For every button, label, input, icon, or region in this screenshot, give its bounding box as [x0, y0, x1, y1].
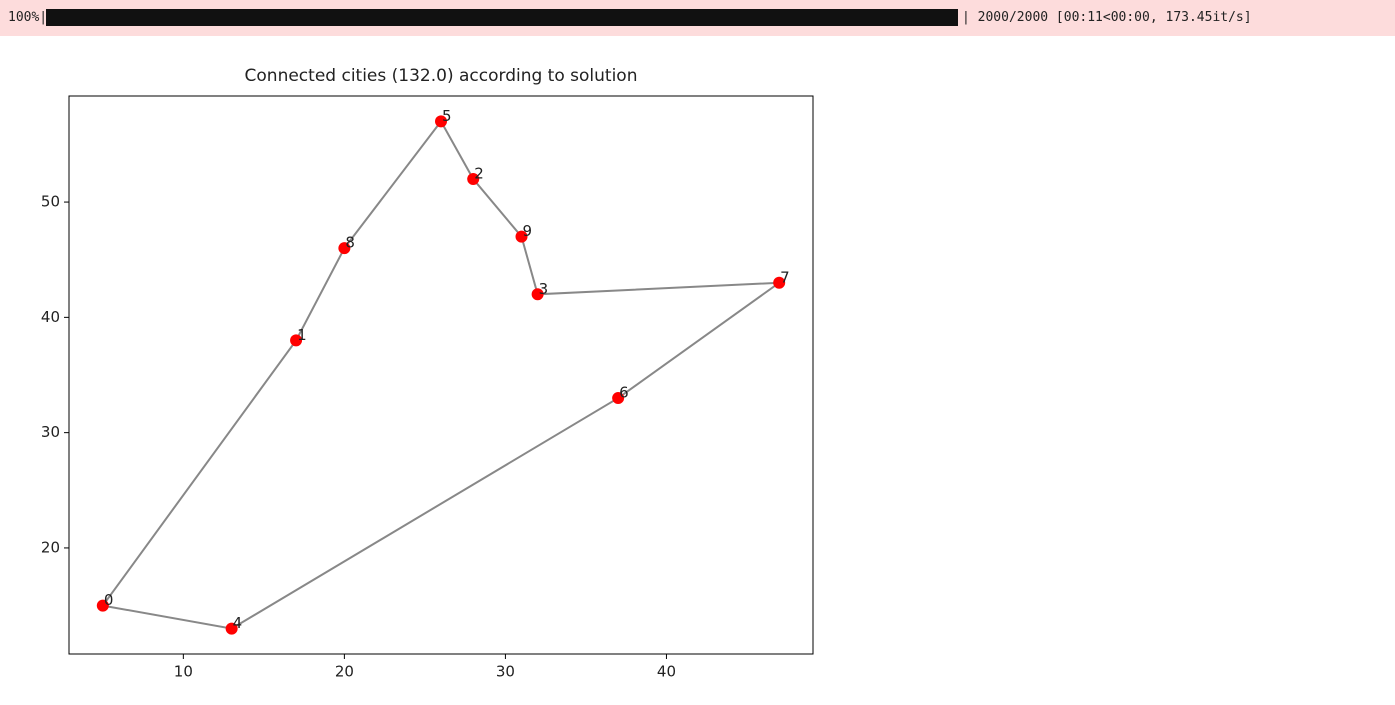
city-point [612, 392, 625, 405]
city-point [773, 276, 786, 289]
city-point [96, 599, 109, 612]
x-tick-label: 20 [335, 663, 354, 681]
y-tick-label: 30 [41, 423, 60, 441]
city-label: 5 [442, 107, 452, 125]
city-label: 2 [474, 165, 484, 183]
y-tick-label: 50 [41, 193, 60, 211]
city-point [338, 242, 351, 255]
city-label: 8 [345, 234, 355, 252]
progress-bar: 100%| | 2000/2000 [00:11<00:00, 173.45it… [0, 0, 1395, 36]
city-point [435, 115, 447, 128]
y-tick-label: 20 [41, 538, 60, 556]
progress-fill [46, 9, 958, 26]
city-label: 4 [233, 614, 243, 632]
y-tick-label: 40 [41, 308, 60, 326]
x-tick-label: 10 [174, 663, 193, 681]
x-tick-label: 40 [657, 663, 676, 681]
progress-status: | 2000/2000 [00:11<00:00, 173.45it/s] [962, 10, 1252, 25]
city-label: 7 [780, 268, 790, 286]
city-label: 9 [523, 222, 533, 240]
city-point [225, 622, 238, 635]
city-label: 6 [619, 384, 629, 402]
route-line [102, 119, 783, 630]
city-point [290, 334, 303, 347]
city-point [515, 230, 528, 243]
city-label: 0 [104, 591, 114, 609]
plot-frame [68, 95, 814, 655]
chart-title: Connected cities (132.0) according to so… [245, 66, 638, 86]
city-point [467, 173, 480, 186]
city-label: 3 [539, 280, 549, 298]
city-label: 1 [297, 326, 307, 344]
progress-percent: 100%| [8, 10, 48, 25]
x-tick-label: 30 [496, 663, 515, 681]
city-point [531, 288, 544, 301]
chart: Connected cities (132.0) according to so… [41, 66, 814, 681]
